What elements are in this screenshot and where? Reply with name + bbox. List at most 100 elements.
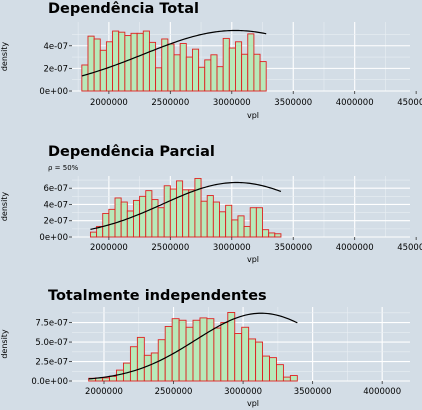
histogram-bar [225,204,233,238]
histogram-bar [259,61,267,92]
x-tick-label: 3500000 [274,98,312,108]
histogram-bar [234,333,243,382]
histogram-bar [151,199,159,238]
histogram-bar [145,190,153,238]
histogram-bar [142,30,150,92]
histogram-bar [176,180,184,238]
histogram-bar [185,56,193,92]
histogram-bars [88,312,298,382]
histogram-bar [93,38,101,92]
histogram-bar [204,59,212,92]
histogram-bar [133,199,141,238]
histogram-bar [114,197,122,238]
histogram-bar [194,177,202,238]
histogram-bar [185,326,194,382]
panel-subtitle: ρ = 50% [48,164,79,172]
histogram-bar [262,355,270,382]
histogram-bar [164,326,173,382]
y-tick-label: 0.0e+00 [31,377,68,387]
x-tick-label: 3500000 [274,243,312,253]
histogram-bars [81,30,267,92]
histogram-bar [136,336,145,382]
histogram-bar [216,66,224,92]
histogram-bar [235,41,243,92]
x-tick-label: 2000000 [85,387,123,397]
histogram-bar [282,376,291,382]
histogram-bar [192,319,201,382]
histogram-bar [126,210,134,238]
histogram-bar [87,35,95,92]
panel-title: Totalmente independentes [48,288,267,304]
y-tick-label: 0e+00 [39,233,68,243]
histogram-bar [269,357,277,382]
y-tick-label: 0e+00 [39,87,68,97]
histogram-bar [169,188,177,238]
y-axis-label: density [0,329,9,359]
histogram-bar [124,35,132,92]
y-tick-label: 2e-07 [43,64,68,74]
histogram-bar [179,43,187,92]
x-tick-label: 4500000 [397,98,422,108]
histogram-bar [139,195,147,238]
histogram-bars [89,177,282,238]
x-tick-label: 3500000 [294,387,332,397]
histogram-bar [182,189,190,238]
y-tick-label: 6e-07 [43,184,68,194]
histogram-bar [241,326,250,382]
histogram-bar [167,43,175,92]
histogram-bar [268,232,276,238]
histogram-bar [155,67,163,92]
histogram-bar [237,215,245,238]
histogram-bar [255,207,263,238]
histogram-bar [130,32,138,92]
histogram-bar [171,318,180,382]
histogram-bar [262,229,270,238]
histogram-bar [173,54,181,92]
histogram-bar [163,185,171,238]
x-tick-label: 2500000 [151,98,189,108]
histogram-bar [116,369,124,382]
histogram-bar [150,352,159,382]
histogram-bar [157,207,165,238]
histogram-bar [109,375,117,382]
histogram-bar [210,54,218,92]
histogram-bar [241,53,249,92]
y-tick-label: 4e-07 [43,200,68,210]
x-tick-label: 3000000 [213,243,251,253]
histogram-bar [253,53,261,92]
x-tick-label: 3000000 [224,387,262,397]
y-tick-label: 2e-07 [43,217,68,227]
density-curve [90,181,282,230]
histogram-bar [219,211,227,238]
histogram-bar [220,322,229,382]
histogram-bar [102,377,111,382]
histogram-bar [213,327,222,382]
x-axis-label: vpl [247,399,259,408]
x-tick-label: 2500000 [155,387,193,397]
histogram-bar [89,231,98,238]
histogram-bar [178,319,187,382]
x-tick-label: 4000000 [336,243,374,253]
histogram-bar [192,48,200,92]
histogram-bar [198,66,206,92]
panel-title: Dependência Total [48,1,199,17]
histogram-bar [143,354,152,382]
y-axis-label: density [0,42,9,72]
histogram-bar [81,64,89,92]
histogram-bar [188,189,196,238]
panel-1: Dependência Total 2000000 2500000 3000000 35… [0,1,422,120]
panel-2: Dependência Parcial ρ = 50% 2000000 2500000… [0,144,422,264]
density-curve [88,312,298,380]
histogram-bar [248,338,257,382]
histogram-bar [255,341,264,382]
histogram-bar [249,207,257,238]
histogram-bar [129,346,138,382]
y-tick-label: 2.5e-07 [35,358,68,368]
x-axis-label: vpl [247,111,259,120]
histogram-bar [112,30,120,92]
panel-3: Totalmente independentes 2000000 2500000 30… [0,288,410,408]
x-tick-label: 2000000 [90,243,128,253]
histogram-bar [148,41,157,92]
histogram-bar [136,32,144,92]
